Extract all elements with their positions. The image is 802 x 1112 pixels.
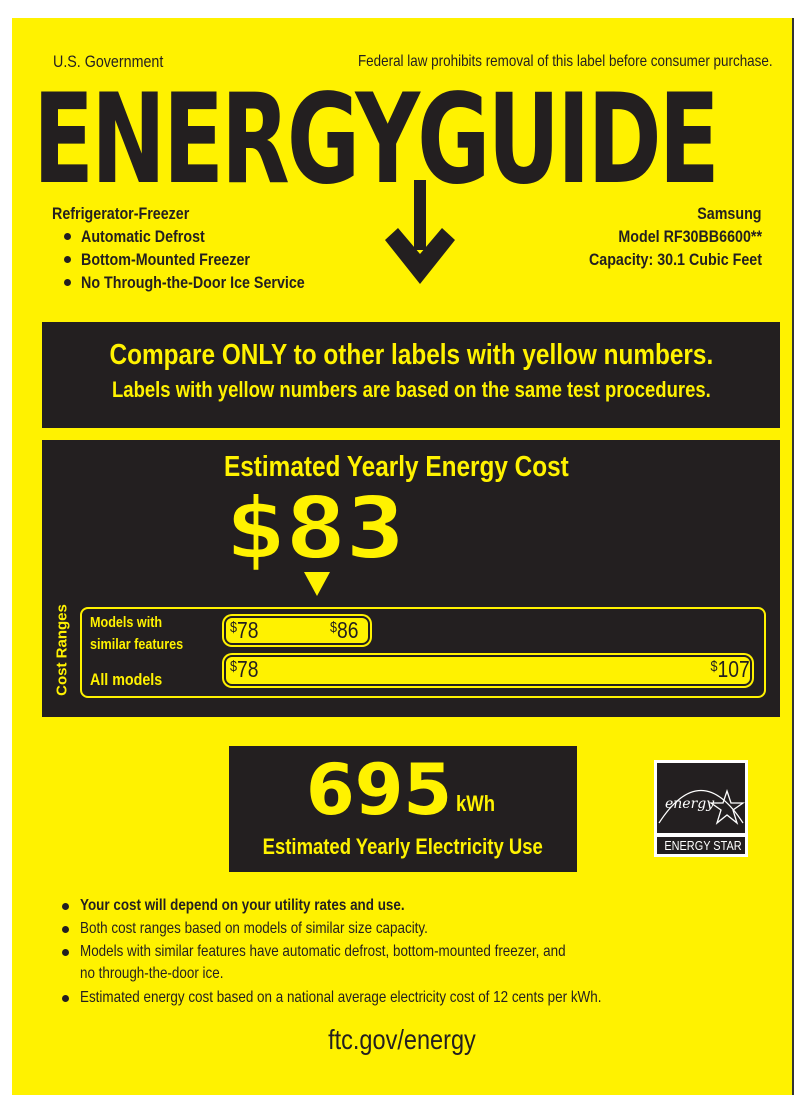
note-item: Estimated energy cost based on a nationa…: [80, 989, 602, 1006]
model-number: Model RF30BB6600**: [618, 227, 762, 246]
down-arrow-icon: [385, 180, 455, 284]
usage-label: Estimated Yearly Electricity Use: [262, 834, 544, 859]
note-item: no through-the-door ice.: [80, 965, 224, 982]
note-item: Models with similar features have automa…: [80, 943, 566, 960]
bullet-icon: [62, 903, 69, 910]
cost-value: $83: [225, 479, 407, 579]
all-models-label: All models: [90, 670, 163, 689]
bullet-icon: [62, 949, 69, 956]
all-min: $78: [230, 656, 259, 682]
usage-unit: kWh: [456, 791, 496, 816]
cost-ranges-label: Cost Ranges: [53, 604, 71, 696]
similar-label: Models with: [90, 614, 163, 631]
feature-item: Automatic Defrost: [81, 227, 205, 246]
usage-value: 695: [306, 749, 453, 831]
cost-ranges-frame: [80, 607, 766, 698]
similar-range-bar: [224, 616, 370, 645]
similar-max: $86: [330, 617, 359, 643]
feature-item: Bottom-Mounted Freezer: [81, 250, 250, 269]
bullet-icon: [64, 233, 71, 240]
federal-law-notice: Federal law prohibits removal of this la…: [358, 53, 773, 70]
product-type: Refrigerator-Freezer: [52, 204, 190, 223]
us-government: U.S. Government: [53, 52, 164, 71]
similar-label: similar features: [90, 636, 184, 653]
feature-item: No Through-the-Door Ice Service: [81, 273, 305, 292]
all-range-bar: [224, 655, 752, 686]
compare-line-2: Labels with yellow numbers are based on …: [111, 377, 711, 402]
energyguide-logo: ENERGYGUIDE: [33, 68, 720, 212]
note-item: Both cost ranges based on models of simi…: [80, 920, 428, 937]
compare-line-1: Compare ONLY to other labels with yellow…: [109, 339, 713, 371]
brand: Samsung: [697, 204, 762, 223]
energy-star-logo: energy ENERGY STAR: [654, 760, 748, 857]
capacity: Capacity: 30.1 Cubic Feet: [588, 250, 762, 269]
note-item: Your cost will depend on your utility ra…: [80, 897, 405, 914]
compare-banner: [42, 322, 780, 428]
ftc-link[interactable]: ftc.gov/energy: [328, 1024, 476, 1055]
usage-panel: [229, 746, 577, 872]
cost-pointer-icon: [304, 572, 330, 596]
bullet-icon: [62, 995, 69, 1002]
similar-min: $78: [230, 617, 259, 643]
energy-star-icon: [658, 788, 745, 825]
all-max: $107: [710, 656, 750, 682]
bullet-icon: [64, 256, 71, 263]
bullet-icon: [62, 926, 69, 933]
energy-star-text: ENERGY STAR: [657, 837, 745, 854]
bullet-icon: [64, 279, 71, 286]
cost-title: Estimated Yearly Energy Cost: [224, 451, 569, 483]
